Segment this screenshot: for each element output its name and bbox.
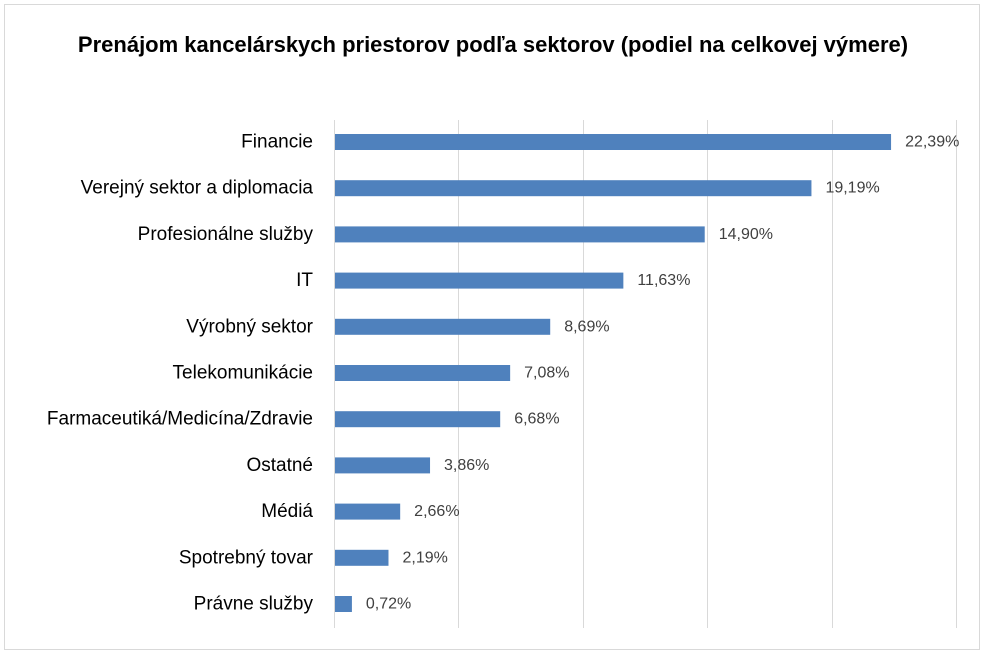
category-label: Verejný sektor a diplomacia xyxy=(81,178,314,199)
category-label: Výrobný sektor xyxy=(186,316,313,337)
data-label: 0,72% xyxy=(366,596,411,613)
labels: Financie 22,39% Verejný sektor a diplomaci… xyxy=(47,132,959,615)
category-label: Profesionálne služby xyxy=(138,224,314,245)
bar xyxy=(335,180,812,197)
bar xyxy=(335,226,705,243)
bar xyxy=(335,549,389,566)
data-label: 3,86% xyxy=(444,457,489,474)
data-label: 22,39% xyxy=(905,134,959,151)
bar xyxy=(335,365,511,381)
data-label: 19,19% xyxy=(825,180,879,197)
data-label: 2,19% xyxy=(402,549,447,566)
data-label: 8,69% xyxy=(564,318,609,335)
category-label: Telekomunikácie xyxy=(173,363,313,384)
bar xyxy=(335,318,551,335)
data-label: 14,90% xyxy=(719,226,773,243)
category-label: Ostatné xyxy=(246,455,313,476)
bar xyxy=(335,457,431,474)
data-label: 2,66% xyxy=(414,503,459,520)
bar xyxy=(335,503,401,520)
chart-title: Prenájom kancelárskych priestorov podľa … xyxy=(77,32,909,57)
category-label: Financie xyxy=(241,132,313,153)
data-label: 6,68% xyxy=(514,411,559,428)
data-label: 7,08% xyxy=(524,365,569,382)
bar xyxy=(335,596,352,612)
category-label: Médiá xyxy=(261,501,313,522)
bar xyxy=(335,411,501,428)
category-label: IT xyxy=(296,270,313,291)
category-label: Právne služby xyxy=(194,594,314,615)
bar xyxy=(335,272,624,289)
category-label: Farmaceutiká/Medicína/Zdravie xyxy=(47,409,313,430)
bar xyxy=(335,134,892,150)
category-label: Spotrebný tovar xyxy=(179,547,314,568)
bars xyxy=(335,134,892,612)
data-label: 11,63% xyxy=(637,272,690,289)
